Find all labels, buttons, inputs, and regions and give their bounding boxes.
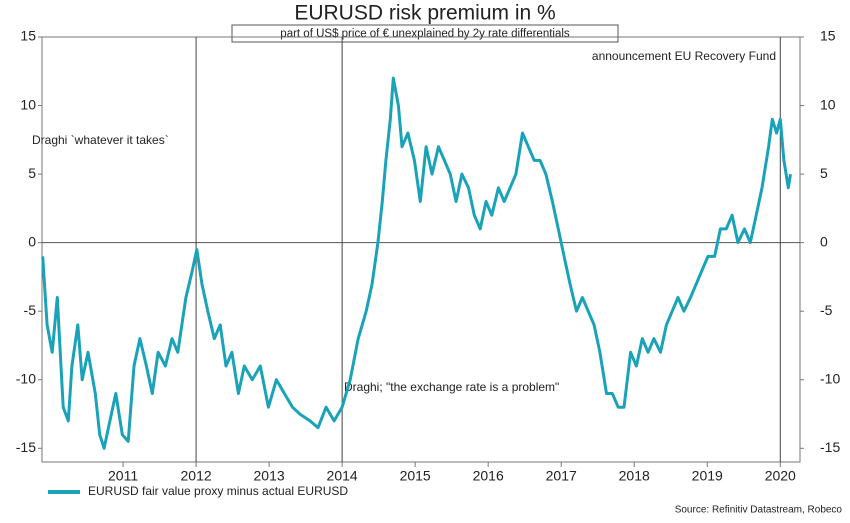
x-tick-label: 2014 xyxy=(327,468,358,484)
y2-tick-label: 5 xyxy=(820,165,828,181)
y2-tick-label: -5 xyxy=(820,302,833,318)
event-label: Draghi; "the exchange rate is a problem" xyxy=(344,380,559,394)
y2-tick-label: 0 xyxy=(820,233,828,249)
y2-tick-label: 10 xyxy=(820,96,836,112)
y2-tick-label: 15 xyxy=(820,28,836,44)
y2-tick-label: -15 xyxy=(820,439,840,455)
x-tick-label: 2011 xyxy=(108,468,138,484)
x-tick-label: 2015 xyxy=(400,468,431,484)
event-label: announcement EU Recovery Fund xyxy=(592,49,776,63)
y-tick-label: 15 xyxy=(20,28,36,44)
y-tick-label: -15 xyxy=(16,439,36,455)
x-tick-label: 2018 xyxy=(619,468,650,484)
subtitle-box xyxy=(231,24,619,43)
chart-title: EURUSD risk premium in % xyxy=(294,2,555,25)
x-tick-label: 2019 xyxy=(692,468,723,484)
series-line xyxy=(41,76,792,450)
x-tick-label: 2020 xyxy=(765,468,796,484)
y-tick-label: 10 xyxy=(20,96,36,112)
y-tick-label: -10 xyxy=(16,370,36,386)
y2-tick-label: -10 xyxy=(820,370,840,386)
subtitle: part of US$ price of € unexplained by 2y… xyxy=(280,28,570,40)
legend-label: EURUSD fair value proxy minus actual EUR… xyxy=(88,484,348,498)
y-tick-label: 5 xyxy=(28,165,36,181)
x-tick-label: 2017 xyxy=(546,468,577,484)
event-label: Draghi `whatever it takes` xyxy=(32,133,169,147)
plot-frame xyxy=(41,36,801,463)
y-tick-label: 0 xyxy=(28,233,36,249)
source: Source: Refinitiv Datastream, Robeco xyxy=(675,505,843,516)
x-tick-label: 2013 xyxy=(254,468,285,484)
x-tick-label: 2016 xyxy=(473,468,504,484)
y-tick-label: -5 xyxy=(24,302,37,318)
x-tick-label: 2012 xyxy=(181,468,212,484)
